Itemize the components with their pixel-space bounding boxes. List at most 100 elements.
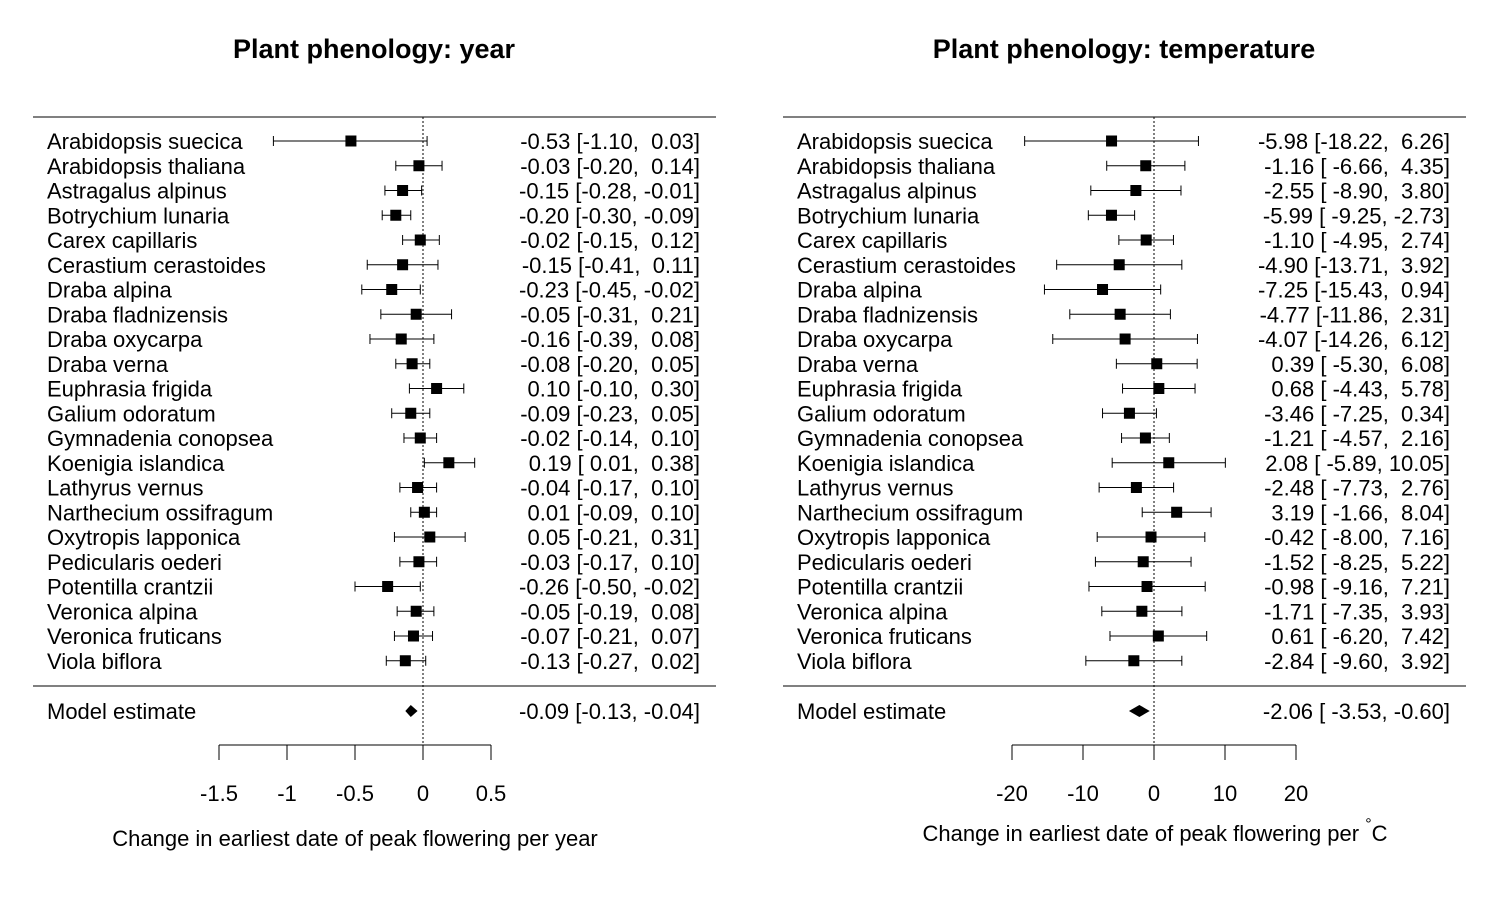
point-estimate-square — [1119, 333, 1131, 345]
study-name: Draba verna — [797, 352, 919, 377]
study-estimate-label: -0.13 [-0.27, 0.02] — [520, 649, 700, 674]
study-name: Narthecium ossifragum — [47, 500, 273, 525]
study-estimate-label: 0.61 [ -6.20, 7.42] — [1265, 624, 1450, 649]
study-estimate-label: -4.07 [-14.26, 6.12] — [1258, 327, 1450, 352]
point-estimate-square — [1140, 160, 1152, 172]
study-row: Narthecium ossifragum 0.01 [-0.09, 0.10] — [47, 500, 700, 525]
point-estimate-square — [1153, 383, 1165, 394]
study-row: Euphrasia frigida 0.68 [ -4.43, 5.78] — [797, 377, 1450, 402]
summary-estimate-label: -0.09 [-0.13, -0.04] — [519, 699, 700, 724]
study-estimate-label: 0.05 [-0.21, 0.31] — [521, 525, 700, 550]
study-name: Lathyrus vernus — [797, 476, 954, 501]
study-row: Galium odoratum -3.46 [ -7.25, 0.34] — [797, 401, 1450, 426]
study-row: Narthecium ossifragum 3.19 [ -1.66, 8.04… — [797, 500, 1450, 525]
study-estimate-label: -4.77 [-11.86, 2.31] — [1260, 302, 1450, 327]
study-estimate-label: -1.52 [ -8.25, 5.22] — [1264, 550, 1450, 575]
point-estimate-square — [1139, 432, 1151, 444]
study-name: Carex capillaris — [47, 228, 197, 253]
study-name: Arabidopsis thaliana — [47, 154, 246, 179]
point-estimate-square — [1140, 234, 1152, 246]
x-tick-label: 10 — [1213, 781, 1237, 806]
study-row: Potentilla crantzii -0.26 [-0.50, -0.02] — [47, 575, 700, 600]
study-estimate-label: -2.55 [ -8.90, 3.80] — [1264, 179, 1450, 204]
summary-estimate-label: -2.06 [ -3.53, -0.60] — [1263, 699, 1450, 724]
point-estimate-square — [407, 630, 419, 642]
x-tick-label: -10 — [1067, 781, 1099, 806]
study-row: Veronica alpina -1.71 [ -7.35, 3.93] — [797, 599, 1450, 624]
summary-diamond — [1128, 705, 1150, 717]
point-estimate-square — [414, 432, 426, 444]
point-estimate-square — [1171, 506, 1183, 518]
point-estimate-square — [410, 605, 422, 617]
study-estimate-label: -0.02 [-0.14, 0.10] — [520, 426, 700, 451]
study-name: Cerastium cerastoides — [797, 253, 1016, 278]
study-name: Arabidopsis suecica — [47, 129, 243, 154]
study-row: Pedicularis oederi -0.03 [-0.17, 0.10] — [47, 550, 700, 575]
study-row: Arabidopsis thaliana -0.03 [-0.20, 0.14] — [47, 154, 700, 179]
study-row: Koenigia islandica 0.19 [ 0.01, 0.38] — [47, 451, 700, 476]
summary-name: Model estimate — [47, 699, 196, 724]
study-estimate-label: -0.98 [ -9.16, 7.21] — [1264, 575, 1450, 600]
study-row: Arabidopsis thaliana -1.16 [ -6.66, 4.35] — [797, 154, 1450, 179]
point-estimate-square — [386, 284, 398, 295]
x-tick-label: -20 — [996, 781, 1028, 806]
point-estimate-square — [345, 135, 357, 147]
study-row: Viola biflora -2.84 [ -9.60, 3.92] — [797, 649, 1450, 674]
study-row: Galium odoratum -0.09 [-0.23, 0.05] — [47, 401, 700, 426]
point-estimate-square — [1163, 457, 1175, 469]
study-name: Gymnadenia conopsea — [797, 426, 1024, 451]
point-estimate-square — [406, 358, 418, 370]
point-estimate-square — [443, 457, 455, 469]
study-row: Astragalus alpinus -2.55 [ -8.90, 3.80] — [797, 179, 1450, 204]
study-name: Draba fladnizensis — [47, 302, 228, 327]
study-name: Viola biflora — [797, 649, 912, 674]
chart-title: Plant phenology: year — [233, 34, 516, 64]
study-estimate-label: -5.98 [-18.22, 6.26] — [1258, 129, 1450, 154]
study-estimate-label: -0.53 [-1.10, 0.03] — [520, 129, 700, 154]
study-name: Botrychium lunaria — [797, 203, 980, 228]
study-estimate-label: 0.19 [ 0.01, 0.38] — [523, 451, 700, 476]
study-name: Pedicularis oederi — [47, 550, 222, 575]
summary-row: Model estimate -0.09 [-0.13, -0.04] — [47, 699, 700, 724]
study-row: Draba fladnizensis -0.05 [-0.31, 0.21] — [47, 302, 700, 327]
study-name: Narthecium ossifragum — [797, 500, 1023, 525]
study-estimate-label: -0.16 [-0.39, 0.08] — [520, 327, 700, 352]
study-name: Arabidopsis suecica — [797, 129, 993, 154]
study-name: Koenigia islandica — [47, 451, 225, 476]
study-estimate-label: -0.02 [-0.15, 0.12] — [520, 228, 700, 253]
point-estimate-square — [390, 209, 402, 221]
point-estimate-square — [1141, 581, 1153, 592]
point-estimate-square — [1105, 209, 1117, 221]
point-estimate-square — [410, 308, 422, 320]
point-estimate-square — [1113, 259, 1125, 271]
point-estimate-square — [1136, 605, 1148, 617]
study-row: Viola biflora -0.13 [-0.27, 0.02] — [47, 649, 700, 674]
study-row: Oxytropis lapponica 0.05 [-0.21, 0.31] — [47, 525, 700, 550]
study-row: Arabidopsis suecica -5.98 [-18.22, 6.26] — [797, 129, 1450, 154]
forest-panel-temperature: Plant phenology: temperature Arabidopsis … — [783, 34, 1466, 846]
study-name: Cerastium cerastoides — [47, 253, 266, 278]
point-estimate-square — [1123, 407, 1135, 419]
study-name: Draba oxycarpa — [47, 327, 203, 352]
x-axis-label: Change in earliest date of peak flowerin… — [922, 816, 1387, 846]
point-estimate-square — [397, 185, 409, 196]
point-estimate-square — [405, 407, 417, 419]
study-name: Pedicularis oederi — [797, 550, 972, 575]
study-name: Draba verna — [47, 352, 169, 377]
study-estimate-label: -0.23 [-0.45, -0.02] — [519, 278, 700, 303]
study-row: Arabidopsis suecica -0.53 [-1.10, 0.03] — [47, 129, 700, 154]
study-row: Draba verna -0.08 [-0.20, 0.05] — [47, 352, 700, 377]
study-estimate-label: -1.21 [ -4.57, 2.16] — [1264, 426, 1450, 451]
x-axis-label: Change in earliest date of peak flowerin… — [112, 826, 598, 851]
study-estimate-label: 2.08 [ -5.89, 10.05] — [1259, 451, 1450, 476]
study-estimate-label: -0.26 [-0.50, -0.02] — [519, 575, 700, 600]
point-estimate-square — [413, 556, 425, 568]
point-estimate-square — [1145, 531, 1157, 543]
study-estimate-label: -3.46 [ -7.25, 0.34] — [1264, 401, 1450, 426]
point-estimate-square — [413, 160, 425, 172]
study-name: Veronica fruticans — [47, 624, 222, 649]
point-estimate-square — [418, 506, 430, 518]
study-estimate-label: -0.15 [-0.28, -0.01] — [519, 179, 700, 204]
study-row: Veronica fruticans -0.07 [-0.21, 0.07] — [47, 624, 700, 649]
study-row: Astragalus alpinus -0.15 [-0.28, -0.01] — [47, 179, 700, 204]
